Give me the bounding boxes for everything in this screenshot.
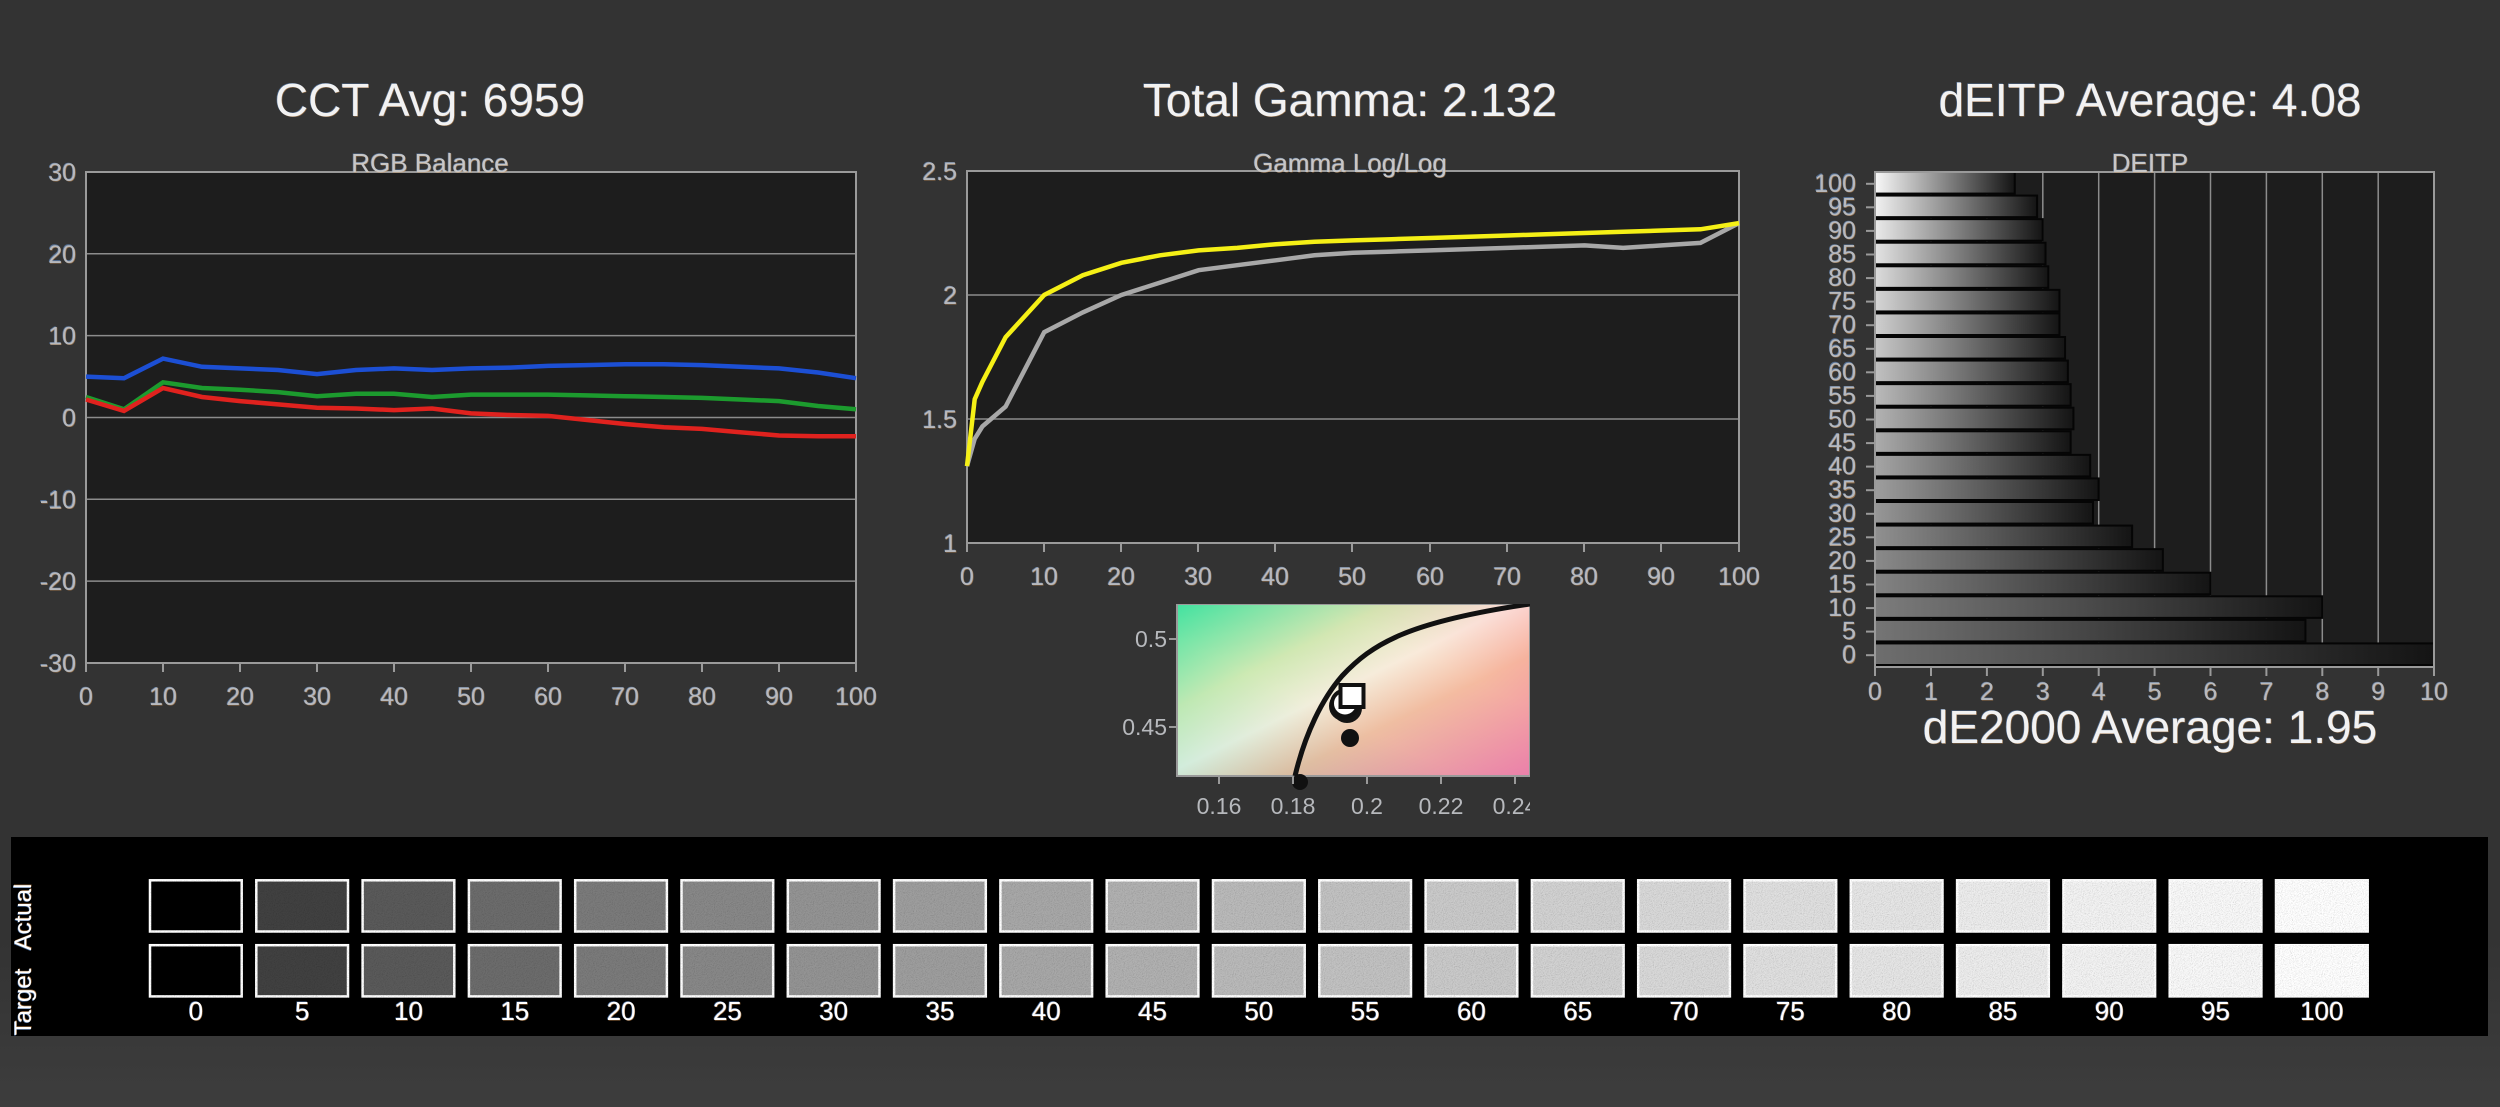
svg-text:0.5: 0.5 — [1135, 626, 1167, 652]
svg-text:0.24: 0.24 — [1493, 793, 1530, 819]
svg-text:1.5: 1.5 — [922, 406, 957, 434]
svg-text:-10: -10 — [40, 486, 76, 514]
svg-text:20: 20 — [607, 996, 636, 1026]
svg-text:0: 0 — [189, 996, 203, 1026]
svg-text:55: 55 — [1351, 996, 1380, 1026]
svg-text:0: 0 — [62, 405, 76, 433]
svg-text:100: 100 — [1718, 563, 1760, 591]
svg-text:10: 10 — [149, 683, 177, 711]
svg-text:10: 10 — [1030, 563, 1058, 591]
svg-text:50: 50 — [1338, 563, 1366, 591]
svg-text:0: 0 — [79, 683, 93, 711]
svg-text:65: 65 — [1563, 996, 1592, 1026]
svg-text:25: 25 — [713, 996, 742, 1026]
svg-text:20: 20 — [48, 241, 76, 269]
svg-text:40: 40 — [1261, 563, 1289, 591]
svg-text:75: 75 — [1776, 996, 1805, 1026]
svg-text:100: 100 — [835, 683, 877, 711]
svg-text:60: 60 — [1416, 563, 1444, 591]
svg-text:80: 80 — [688, 683, 716, 711]
svg-text:20: 20 — [1107, 563, 1135, 591]
svg-text:35: 35 — [926, 996, 955, 1026]
svg-text:50: 50 — [457, 683, 485, 711]
svg-text:40: 40 — [380, 683, 408, 711]
svg-text:70: 70 — [1670, 996, 1699, 1026]
svg-text:0.18: 0.18 — [1271, 793, 1316, 819]
svg-text:0.2: 0.2 — [1351, 793, 1383, 819]
svg-text:0: 0 — [1842, 641, 1856, 669]
svg-text:100: 100 — [2300, 996, 2343, 1026]
svg-text:85: 85 — [1988, 996, 2017, 1026]
svg-text:95: 95 — [2201, 996, 2230, 1026]
svg-text:Actual: Actual — [11, 884, 37, 951]
svg-text:10: 10 — [394, 996, 423, 1026]
svg-text:Target: Target — [11, 968, 37, 1035]
svg-text:-30: -30 — [40, 650, 76, 678]
svg-text:80: 80 — [1882, 996, 1911, 1026]
svg-text:60: 60 — [534, 683, 562, 711]
svg-text:90: 90 — [2095, 996, 2124, 1026]
svg-text:20: 20 — [226, 683, 254, 711]
svg-text:5: 5 — [295, 996, 309, 1026]
svg-text:70: 70 — [611, 683, 639, 711]
svg-text:50: 50 — [1244, 996, 1273, 1026]
svg-text:90: 90 — [765, 683, 793, 711]
svg-text:40: 40 — [1032, 996, 1061, 1026]
svg-text:-20: -20 — [40, 568, 76, 596]
svg-text:1: 1 — [943, 530, 957, 558]
svg-text:30: 30 — [303, 683, 331, 711]
svg-text:30: 30 — [1184, 563, 1212, 591]
svg-text:0.22: 0.22 — [1419, 793, 1464, 819]
svg-text:90: 90 — [1647, 563, 1675, 591]
svg-text:0.16: 0.16 — [1197, 793, 1242, 819]
svg-text:30: 30 — [819, 996, 848, 1026]
svg-text:45: 45 — [1138, 996, 1167, 1026]
svg-text:60: 60 — [1457, 996, 1486, 1026]
svg-text:0: 0 — [960, 563, 974, 591]
svg-text:0.45: 0.45 — [1122, 714, 1167, 740]
svg-text:10: 10 — [48, 323, 76, 351]
svg-text:15: 15 — [500, 996, 529, 1026]
svg-text:80: 80 — [1570, 563, 1598, 591]
svg-text:70: 70 — [1493, 563, 1521, 591]
svg-text:2: 2 — [943, 282, 957, 310]
